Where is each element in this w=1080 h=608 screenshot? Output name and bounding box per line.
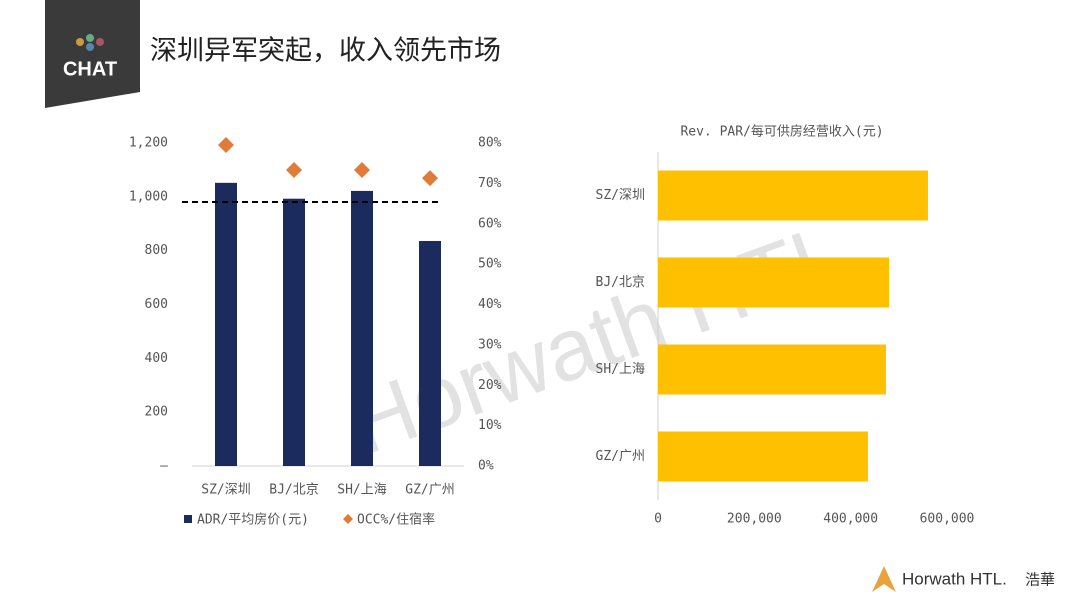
occ-marker bbox=[422, 170, 438, 187]
y-tick-label: – bbox=[160, 459, 168, 474]
legend-label: ADR/平均房价(元) bbox=[197, 512, 309, 528]
y2-tick-label: 0% bbox=[478, 459, 494, 474]
bar bbox=[658, 431, 869, 482]
x-tick-label: BJ/北京 bbox=[269, 483, 318, 498]
y-tick-label: SH/上海 bbox=[596, 362, 645, 377]
bar bbox=[419, 240, 441, 466]
bar bbox=[351, 190, 373, 466]
y-tick-label: 800 bbox=[145, 243, 168, 258]
x-tick-label: GZ/广州 bbox=[405, 483, 454, 498]
y2-tick-label: 80% bbox=[478, 136, 502, 151]
x-tick-label: SH/上海 bbox=[337, 483, 386, 498]
occ-marker bbox=[286, 162, 302, 179]
y2-tick-label: 50% bbox=[478, 257, 502, 272]
footer-logo-icon bbox=[872, 566, 896, 592]
bar bbox=[283, 198, 305, 466]
x-tick-label: 200,000 bbox=[727, 512, 782, 527]
bar bbox=[658, 257, 890, 308]
y2-tick-label: 40% bbox=[478, 297, 502, 312]
legend-swatch bbox=[184, 515, 192, 523]
bar bbox=[658, 170, 928, 221]
y2-tick-label: 30% bbox=[478, 337, 502, 352]
logo-background bbox=[45, 0, 140, 108]
y-tick-label: GZ/广州 bbox=[596, 449, 645, 464]
logo-dots bbox=[76, 34, 104, 51]
logo-text: CHAT bbox=[63, 58, 117, 80]
y2-tick-label: 70% bbox=[478, 176, 502, 191]
y2-tick-label: 60% bbox=[478, 216, 502, 231]
y2-tick-label: 20% bbox=[478, 378, 502, 393]
x-tick-label: 600,000 bbox=[920, 512, 975, 527]
y-tick-label: 1,000 bbox=[129, 189, 168, 204]
occ-marker bbox=[218, 137, 234, 154]
legend-swatch bbox=[343, 514, 353, 524]
slide-title: 深圳异军突起，收入领先市场 bbox=[150, 36, 501, 67]
y-tick-label: 600 bbox=[145, 297, 168, 312]
bar bbox=[215, 182, 237, 466]
y-tick-label: 200 bbox=[145, 405, 168, 420]
legend-label: OCC%/住宿率 bbox=[357, 512, 435, 528]
y-tick-label: SZ/深圳 bbox=[596, 188, 645, 203]
y-tick-label: 400 bbox=[145, 351, 168, 366]
chart-title: Rev. PAR/每可供房经营收入(元) bbox=[680, 124, 883, 140]
x-tick-label: SZ/深圳 bbox=[201, 483, 250, 498]
y-tick-label: BJ/北京 bbox=[596, 275, 645, 290]
bar bbox=[658, 344, 886, 395]
x-tick-label: 0 bbox=[654, 512, 662, 527]
y2-tick-label: 10% bbox=[478, 418, 502, 433]
y-tick-label: 1,200 bbox=[129, 136, 168, 151]
footer-brand: Horwath HTL. bbox=[902, 569, 1007, 588]
x-tick-label: 400,000 bbox=[823, 512, 878, 527]
occ-marker bbox=[354, 162, 370, 179]
footer-brand-cn: 浩華 bbox=[1025, 571, 1055, 589]
